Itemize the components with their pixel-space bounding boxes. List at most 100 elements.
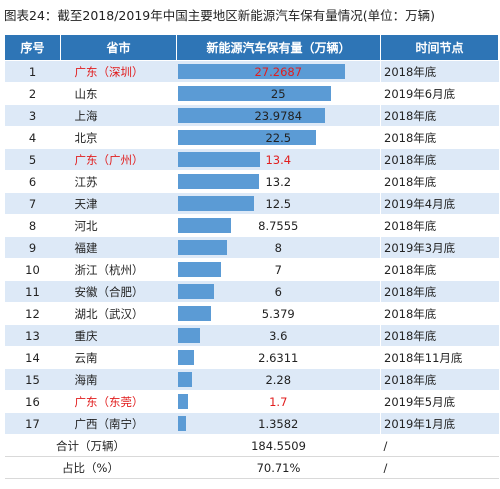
value-bar: [177, 306, 211, 321]
row-value-cell: 3.6: [176, 324, 381, 347]
value-label: 7: [274, 262, 282, 277]
row-date: 2018年11月底: [380, 346, 499, 369]
row-region: 广东（深圳）: [60, 60, 177, 83]
row-date: 2019年5月底: [380, 390, 499, 413]
table-row: 17 广西（南宁） 1.3582 2019年1月底: [4, 412, 499, 435]
value-bar: [177, 218, 232, 233]
value-label: 8: [274, 240, 282, 255]
table-row: 6 江苏 13.2 2018年底: [4, 170, 499, 193]
total-value: 184.5509: [176, 434, 381, 457]
row-region: 湖北（武汉）: [60, 302, 177, 325]
row-date: 2018年底: [380, 60, 499, 83]
value-label: 12.5: [265, 196, 292, 211]
row-region: 云南: [60, 346, 177, 369]
header-seq: 序号: [4, 34, 61, 61]
table-row: 4 北京 22.5 2018年底: [4, 126, 499, 149]
header-value: 新能源汽车保有量（万辆）: [176, 34, 381, 61]
table-row: 5 广东（广州） 13.4 2018年底: [4, 148, 499, 171]
row-value-cell: 8.7555: [176, 214, 381, 237]
value-bar: [177, 240, 227, 255]
table-row: 10 浙江（杭州） 7 2018年底: [4, 258, 499, 281]
row-date: 2018年底: [380, 148, 499, 171]
row-seq: 11: [4, 280, 61, 303]
row-seq: 3: [4, 104, 61, 127]
row-value-cell: 2.28: [176, 368, 381, 391]
value-label: 1.3582: [258, 416, 299, 431]
header-date: 时间节点: [380, 34, 499, 61]
row-value-cell: 8: [176, 236, 381, 259]
table-row: 9 福建 8 2019年3月底: [4, 236, 499, 259]
table-row: 15 海南 2.28 2018年底: [4, 368, 499, 391]
row-seq: 16: [4, 390, 61, 413]
row-seq: 2: [4, 82, 61, 105]
value-bar: [177, 394, 188, 409]
value-bar: [177, 64, 345, 79]
row-region: 北京: [60, 126, 177, 149]
value-bar: [177, 262, 221, 277]
value-bar: [177, 196, 255, 211]
total-date: /: [380, 434, 499, 457]
value-label: 2.6311: [258, 350, 299, 365]
table-row: 11 安徽（合肥） 6 2018年底: [4, 280, 499, 303]
value-bar: [177, 86, 332, 101]
row-seq: 8: [4, 214, 61, 237]
row-value-cell: 1.3582: [176, 412, 381, 435]
row-region: 江苏: [60, 170, 177, 193]
table-row: 16 广东（东莞） 1.7 2019年5月底: [4, 390, 499, 413]
row-region: 广东（东莞）: [60, 390, 177, 413]
table-row: 1 广东（深圳） 27.2687 2018年底: [4, 60, 499, 83]
value-label: 8.7555: [258, 218, 299, 233]
value-label: 13.2: [265, 174, 292, 189]
row-region: 河北: [60, 214, 177, 237]
row-date: 2019年4月底: [380, 192, 499, 215]
row-date: 2018年底: [380, 280, 499, 303]
row-region: 山东: [60, 82, 177, 105]
header-region: 省市: [60, 34, 177, 61]
row-region: 上海: [60, 104, 177, 127]
share-label: 占比（%）: [4, 456, 177, 479]
total-row: 合计（万辆） 184.5509 /: [4, 434, 499, 457]
table-row: 2 山东 25 2019年6月底: [4, 82, 499, 105]
row-region: 福建: [60, 236, 177, 259]
row-seq: 15: [4, 368, 61, 391]
row-region: 天津: [60, 192, 177, 215]
row-date: 2019年1月底: [380, 412, 499, 435]
row-date: 2018年底: [380, 368, 499, 391]
chart-title: 图表24：截至2018/2019年中国主要地区新能源汽车保有量情况(单位：万辆): [4, 8, 435, 23]
table-row: 8 河北 8.7555 2018年底: [4, 214, 499, 237]
row-date: 2018年底: [380, 126, 499, 149]
table-row: 13 重庆 3.6 2018年底: [4, 324, 499, 347]
table-row: 7 天津 12.5 2019年4月底: [4, 192, 499, 215]
share-date: /: [380, 456, 499, 479]
row-value-cell: 13.4: [176, 148, 381, 171]
table-row: 12 湖北（武汉） 5.379 2018年底: [4, 302, 499, 325]
row-date: 2018年底: [380, 324, 499, 347]
value-bar: [177, 108, 325, 123]
value-label: 1.7: [269, 394, 288, 409]
row-seq: 10: [4, 258, 61, 281]
table-row: 3 上海 23.9784 2018年底: [4, 104, 499, 127]
row-value-cell: 1.7: [176, 390, 381, 413]
value-label: 23.9784: [254, 108, 303, 123]
value-bar: [177, 174, 259, 189]
value-bar: [177, 350, 194, 365]
row-date: 2018年底: [380, 104, 499, 127]
row-region: 广东（广州）: [60, 148, 177, 171]
row-seq: 1: [4, 60, 61, 83]
value-bar: [177, 372, 192, 387]
ev-ownership-table: 序号 省市 新能源汽车保有量（万辆） 时间节点 1 广东（深圳） 27.2687 20…: [4, 34, 499, 479]
value-label: 2.28: [265, 372, 292, 387]
row-date: 2019年3月底: [380, 236, 499, 259]
share-row: 占比（%） 70.71% /: [4, 456, 499, 479]
row-seq: 5: [4, 148, 61, 171]
row-value-cell: 23.9784: [176, 104, 381, 127]
row-seq: 4: [4, 126, 61, 149]
row-date: 2018年底: [380, 170, 499, 193]
row-value-cell: 7: [176, 258, 381, 281]
row-region: 重庆: [60, 324, 177, 347]
row-value-cell: 12.5: [176, 192, 381, 215]
row-date: 2019年6月底: [380, 82, 499, 105]
row-region: 安徽（合肥）: [60, 280, 177, 303]
row-seq: 14: [4, 346, 61, 369]
value-label: 5.379: [261, 306, 295, 321]
